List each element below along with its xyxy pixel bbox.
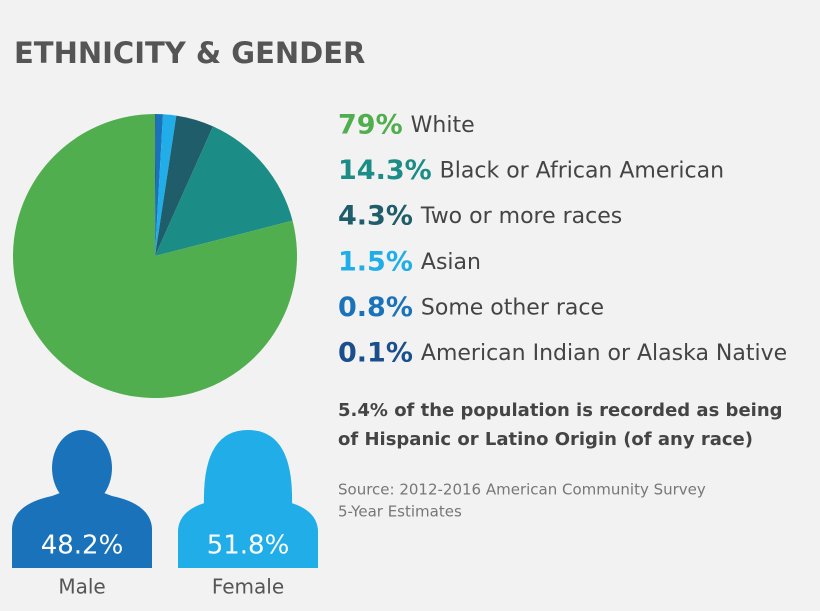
pie-slice <box>155 114 177 256</box>
head <box>52 430 112 506</box>
source: 5-Year Estimates <box>338 503 462 521</box>
source: Source: 2012-2016 American Community Sur… <box>338 481 706 499</box>
legend-label: American Indian or Alaska Native <box>421 341 787 366</box>
note: of Hispanic or Latino Origin (of any rac… <box>338 429 753 450</box>
legend-value: 4.3% <box>338 201 413 232</box>
icon-label: Female <box>212 575 284 599</box>
legend-label: Asian <box>421 250 481 275</box>
pie-slice <box>155 126 293 256</box>
pie-slice <box>13 114 298 398</box>
legend-value: 0.8% <box>338 292 413 323</box>
title: ETHNICITY & GENDER <box>14 36 365 70</box>
legend-label: Some other race <box>421 295 604 320</box>
legend-value: 14.3% <box>338 155 432 186</box>
body <box>12 490 152 568</box>
person-icon <box>12 430 152 568</box>
legend-value: 79% <box>338 110 403 141</box>
pie-slice <box>155 115 214 256</box>
legend-value: 0.1% <box>338 338 413 369</box>
body <box>178 494 318 568</box>
pie-slice <box>155 114 164 256</box>
person-icon <box>178 430 318 568</box>
note: 5.4% of the population is recorded as be… <box>338 400 783 421</box>
icon-value: 48.2% <box>41 531 124 561</box>
legend-value: 1.5% <box>338 246 413 277</box>
legend-label: Black or African American <box>440 159 724 184</box>
legend-label: Two or more races <box>420 204 622 229</box>
hair <box>203 430 293 505</box>
pie-slice <box>155 114 156 256</box>
icon-label: Male <box>58 575 105 599</box>
legend-label: White <box>411 113 475 138</box>
icon-value: 51.8% <box>207 531 290 561</box>
